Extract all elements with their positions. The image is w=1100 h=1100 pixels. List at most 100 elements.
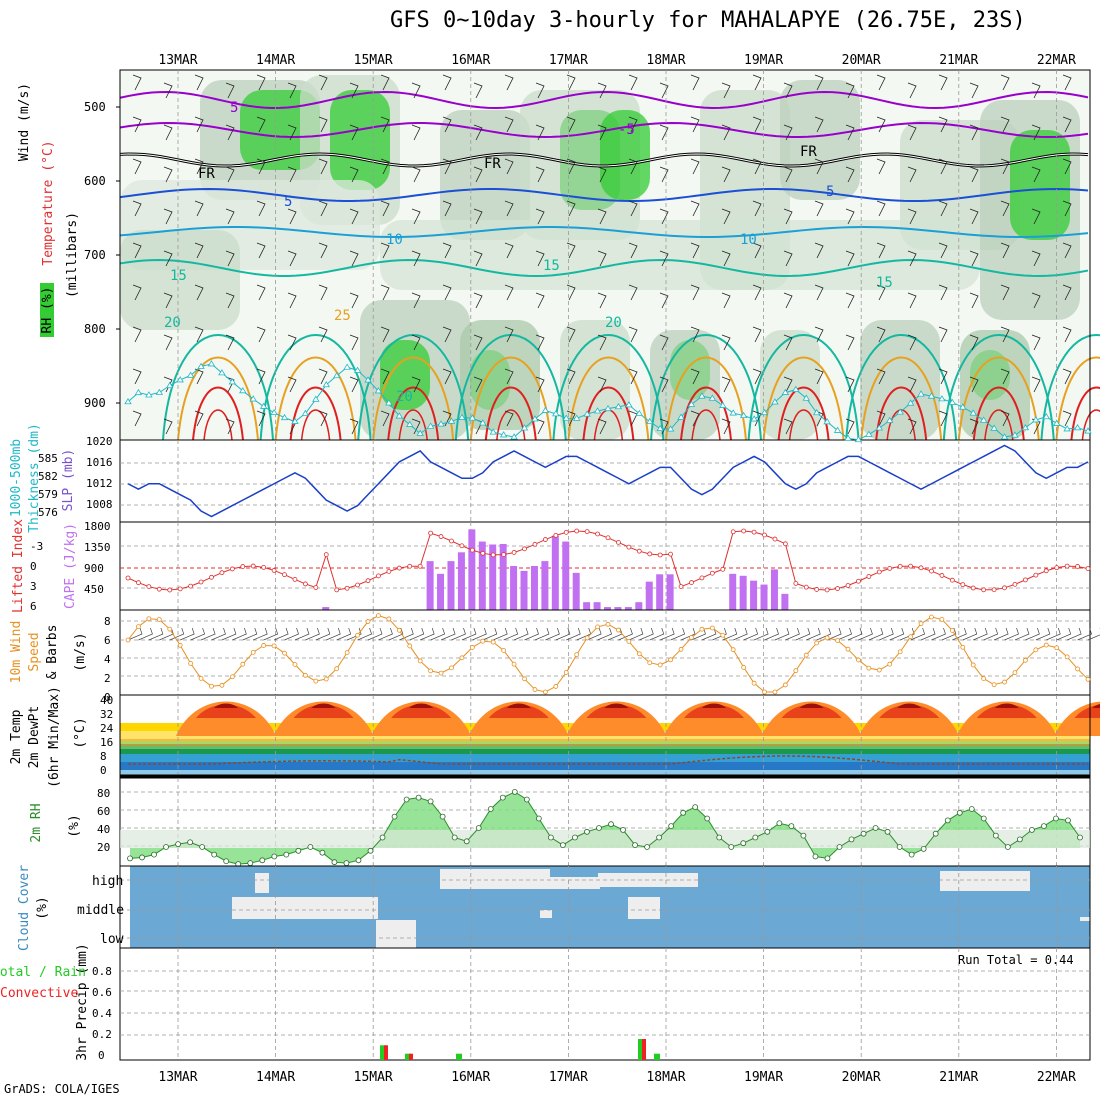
wind-barb bbox=[442, 242, 452, 259]
wind-point bbox=[709, 625, 715, 631]
wind-tick: 0 bbox=[104, 691, 111, 704]
thickness-point bbox=[176, 376, 184, 383]
precip-convective-bar bbox=[409, 1053, 413, 1060]
wind-point bbox=[188, 660, 194, 666]
lifted-point bbox=[1064, 563, 1070, 569]
wind-barb bbox=[132, 116, 142, 133]
thickness-point bbox=[270, 408, 278, 416]
wind-barb bbox=[504, 326, 514, 343]
temp-peak-max bbox=[702, 703, 726, 708]
wind-point bbox=[1022, 657, 1028, 663]
lifted-point bbox=[522, 546, 527, 552]
contour-label: 5 bbox=[284, 194, 292, 210]
wind-barb bbox=[132, 284, 142, 301]
cloud-block bbox=[628, 897, 660, 919]
thickness-point bbox=[385, 399, 393, 406]
wind-point bbox=[219, 682, 225, 688]
lifted-point bbox=[824, 587, 830, 593]
lifted-point bbox=[908, 563, 914, 569]
wind-point bbox=[574, 652, 580, 658]
lifted-point bbox=[396, 565, 402, 571]
temp-peak-max bbox=[409, 703, 434, 708]
lifted-point bbox=[647, 551, 653, 557]
cape-bar bbox=[635, 602, 643, 610]
temp-band bbox=[120, 770, 1090, 778]
wind-barb bbox=[752, 242, 762, 259]
rh-label: RH (%) bbox=[40, 287, 55, 334]
rh-point bbox=[259, 857, 266, 864]
isotherm-35 bbox=[398, 409, 428, 441]
wind-barb bbox=[814, 116, 824, 133]
wind-barb bbox=[349, 250, 359, 267]
wind-barb bbox=[938, 74, 948, 91]
rh-patch bbox=[760, 330, 820, 440]
slp-tick: 1008 bbox=[86, 498, 113, 511]
wind-barb bbox=[473, 292, 483, 309]
wind-barb bbox=[318, 200, 328, 217]
wind-barb bbox=[326, 627, 341, 641]
wind-barb bbox=[318, 74, 328, 91]
slp-line bbox=[127, 444, 1089, 518]
wind-barb bbox=[1000, 200, 1010, 217]
lifted-index-panel: -3 0 3 6 1800 1350 900 450 bbox=[30, 520, 1091, 613]
cape-bar bbox=[489, 544, 497, 610]
rh-point bbox=[199, 844, 206, 850]
wind-barb bbox=[190, 627, 206, 641]
rh-point bbox=[932, 830, 939, 837]
temp-hump bbox=[566, 701, 667, 736]
wind-barb bbox=[440, 627, 456, 641]
wind-barb bbox=[200, 627, 216, 641]
wind-barb bbox=[380, 158, 390, 175]
wind-barb bbox=[315, 627, 331, 641]
wind-barb bbox=[783, 166, 793, 183]
cape-label: CAPE (J/kg) bbox=[63, 523, 78, 609]
date-tick-top: 13MAR bbox=[158, 53, 197, 68]
wind-barb bbox=[938, 326, 948, 343]
cloud-block bbox=[255, 873, 269, 893]
wind-barb bbox=[752, 326, 762, 343]
slp-tick: 1012 bbox=[86, 477, 113, 490]
wind-barb bbox=[380, 368, 390, 385]
date-tick-top: 14MAR bbox=[256, 53, 295, 68]
wind-barb bbox=[411, 82, 421, 99]
wind-barb bbox=[318, 116, 328, 133]
wind-barb bbox=[907, 418, 917, 435]
rh-point bbox=[451, 834, 458, 841]
wind-barb bbox=[1087, 628, 1100, 641]
wind-barb bbox=[722, 627, 738, 641]
lifted-point bbox=[949, 577, 955, 583]
wind-barb bbox=[504, 74, 514, 91]
wind-tick: 4 bbox=[104, 653, 111, 666]
wind-barb bbox=[566, 242, 576, 259]
rh-point bbox=[163, 844, 169, 850]
wind-barb bbox=[1031, 82, 1041, 99]
rh-point bbox=[848, 836, 855, 843]
wind-barb bbox=[969, 250, 979, 267]
wind-barb bbox=[411, 334, 421, 351]
wind-label: Wind (m/s) bbox=[17, 83, 32, 161]
wind-barb bbox=[132, 410, 142, 427]
date-tick-bottom: 14MAR bbox=[256, 1070, 295, 1085]
thickness-point bbox=[1000, 433, 1009, 440]
isotherm-30 bbox=[484, 386, 537, 441]
wind-point bbox=[292, 662, 298, 667]
thickness-point bbox=[593, 407, 602, 414]
wind-barb bbox=[336, 627, 352, 641]
wind-barb bbox=[931, 627, 946, 641]
wind-barb bbox=[411, 376, 421, 393]
lifted-point bbox=[782, 541, 788, 547]
cape-tick: 1350 bbox=[84, 541, 111, 554]
wind-barb bbox=[555, 627, 571, 641]
wind-barb bbox=[764, 627, 779, 641]
wind-barb bbox=[783, 334, 793, 351]
wind-barb bbox=[845, 250, 855, 267]
wind-barb bbox=[349, 334, 359, 351]
wind-barb bbox=[566, 200, 576, 217]
date-tick-top: 18MAR bbox=[646, 53, 685, 68]
wind-barb bbox=[132, 200, 142, 217]
cloud-block bbox=[318, 897, 378, 919]
wind-barb bbox=[783, 208, 793, 225]
slp-tick: 1020 bbox=[86, 435, 113, 448]
wind-barb bbox=[1000, 116, 1010, 133]
wind-barb bbox=[1062, 326, 1072, 343]
